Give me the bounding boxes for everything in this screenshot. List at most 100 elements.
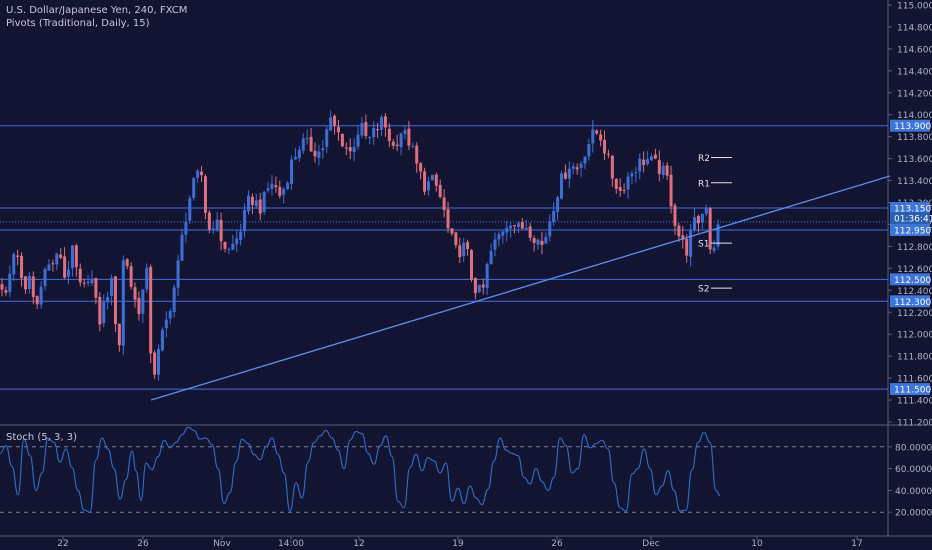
candle-body — [70, 245, 74, 269]
time-tick-label: 14:00 — [278, 539, 304, 549]
candle-body — [344, 147, 348, 149]
price-tick-label: 111.800 — [897, 353, 932, 363]
candle-body — [117, 323, 121, 346]
candle-body — [55, 253, 59, 265]
candle-body — [329, 117, 333, 131]
price-tick-label: 115.000 — [897, 2, 932, 12]
candle-body — [172, 287, 176, 313]
candle-body — [646, 159, 650, 164]
candle-body — [98, 296, 102, 325]
pivot-label: S1 — [698, 240, 709, 250]
candle-body — [630, 173, 634, 177]
candle-body — [227, 248, 231, 250]
candle-body — [532, 238, 536, 243]
candle-body — [626, 176, 630, 190]
candle-body — [231, 243, 235, 250]
candle-body — [184, 221, 188, 235]
stoch-tick-label: 80.0000 — [895, 443, 932, 453]
candle-body — [606, 153, 610, 155]
candle-body — [113, 276, 117, 325]
candle-body — [704, 208, 708, 214]
stoch-tick-label: 60.0000 — [895, 465, 932, 475]
candle-body — [23, 276, 27, 290]
candle-body — [325, 129, 329, 147]
candle-body — [278, 186, 282, 196]
candle-body — [94, 278, 98, 298]
candle-body — [563, 172, 567, 179]
candle-body — [82, 282, 86, 284]
candle-body — [614, 179, 618, 189]
candle-body — [693, 217, 697, 231]
price-tick-label: 114.800 — [897, 23, 932, 33]
time-tick-label: 26 — [137, 539, 149, 549]
price-level-badge — [890, 295, 930, 308]
candle-body — [419, 163, 423, 172]
candle-body — [67, 269, 71, 277]
candles-group — [0, 110, 720, 381]
price-tick-label: 114.200 — [897, 89, 932, 99]
stoch-tick-label: 40.0000 — [895, 487, 932, 497]
candle-body — [649, 156, 653, 161]
candle-body — [665, 165, 669, 176]
candle-body — [571, 166, 575, 169]
candle-body — [16, 255, 20, 257]
candle-body — [141, 289, 145, 314]
candle-body — [35, 296, 39, 305]
candle-body — [516, 223, 520, 227]
candle-body — [63, 256, 67, 278]
stoch-tick-label: 20.0000 — [895, 509, 932, 519]
price-tick-label: 113.600 — [897, 155, 932, 165]
candle-body — [552, 211, 556, 222]
candle-body — [599, 134, 603, 141]
candle-body — [426, 181, 430, 191]
candle-body — [125, 259, 129, 267]
candle-body — [657, 160, 661, 174]
candle-body — [610, 155, 614, 179]
candle-body — [634, 172, 638, 174]
time-tick-label: 12 — [353, 539, 364, 549]
time-tick-label: 22 — [57, 539, 68, 549]
candle-body — [438, 184, 442, 197]
candle-body — [395, 144, 399, 147]
candle-body — [415, 145, 419, 164]
price-tick-label: 114.000 — [897, 111, 932, 121]
candle-body — [423, 171, 427, 192]
candle-body — [20, 255, 24, 278]
candle-body — [8, 273, 12, 292]
price-tick-label: 113.400 — [897, 177, 932, 187]
candle-body — [579, 163, 583, 168]
price-level-label: 111.500 — [894, 386, 931, 396]
candle-body — [411, 146, 415, 148]
candle-body — [286, 182, 290, 189]
candle-body — [685, 238, 689, 256]
price-level-label: 112.500 — [894, 276, 931, 286]
candle-body — [376, 129, 380, 131]
candle-body — [595, 130, 599, 134]
candle-body — [297, 149, 301, 158]
candle-body — [466, 241, 470, 249]
candle-body — [493, 239, 497, 250]
candle-body — [638, 158, 642, 172]
candle-body — [102, 301, 106, 324]
price-level-label: 113.900 — [894, 122, 931, 132]
candle-body — [274, 185, 278, 188]
candle-body — [254, 200, 258, 207]
candle-body — [387, 128, 391, 142]
candle-body — [497, 234, 501, 240]
candle-body — [513, 225, 517, 227]
price-tick-label: 112.000 — [897, 331, 932, 341]
candle-body — [74, 245, 78, 268]
candle-body — [583, 156, 587, 164]
candle-body — [250, 196, 254, 205]
candle-body — [481, 284, 485, 288]
candle-body — [219, 219, 223, 242]
candle-body — [391, 141, 395, 146]
candle-body — [39, 286, 43, 305]
candle-body — [207, 212, 211, 230]
candle-body — [556, 197, 560, 212]
candle-body — [12, 254, 16, 275]
candle-body — [47, 264, 51, 271]
candle-body — [348, 147, 352, 152]
candle-body — [192, 178, 196, 198]
